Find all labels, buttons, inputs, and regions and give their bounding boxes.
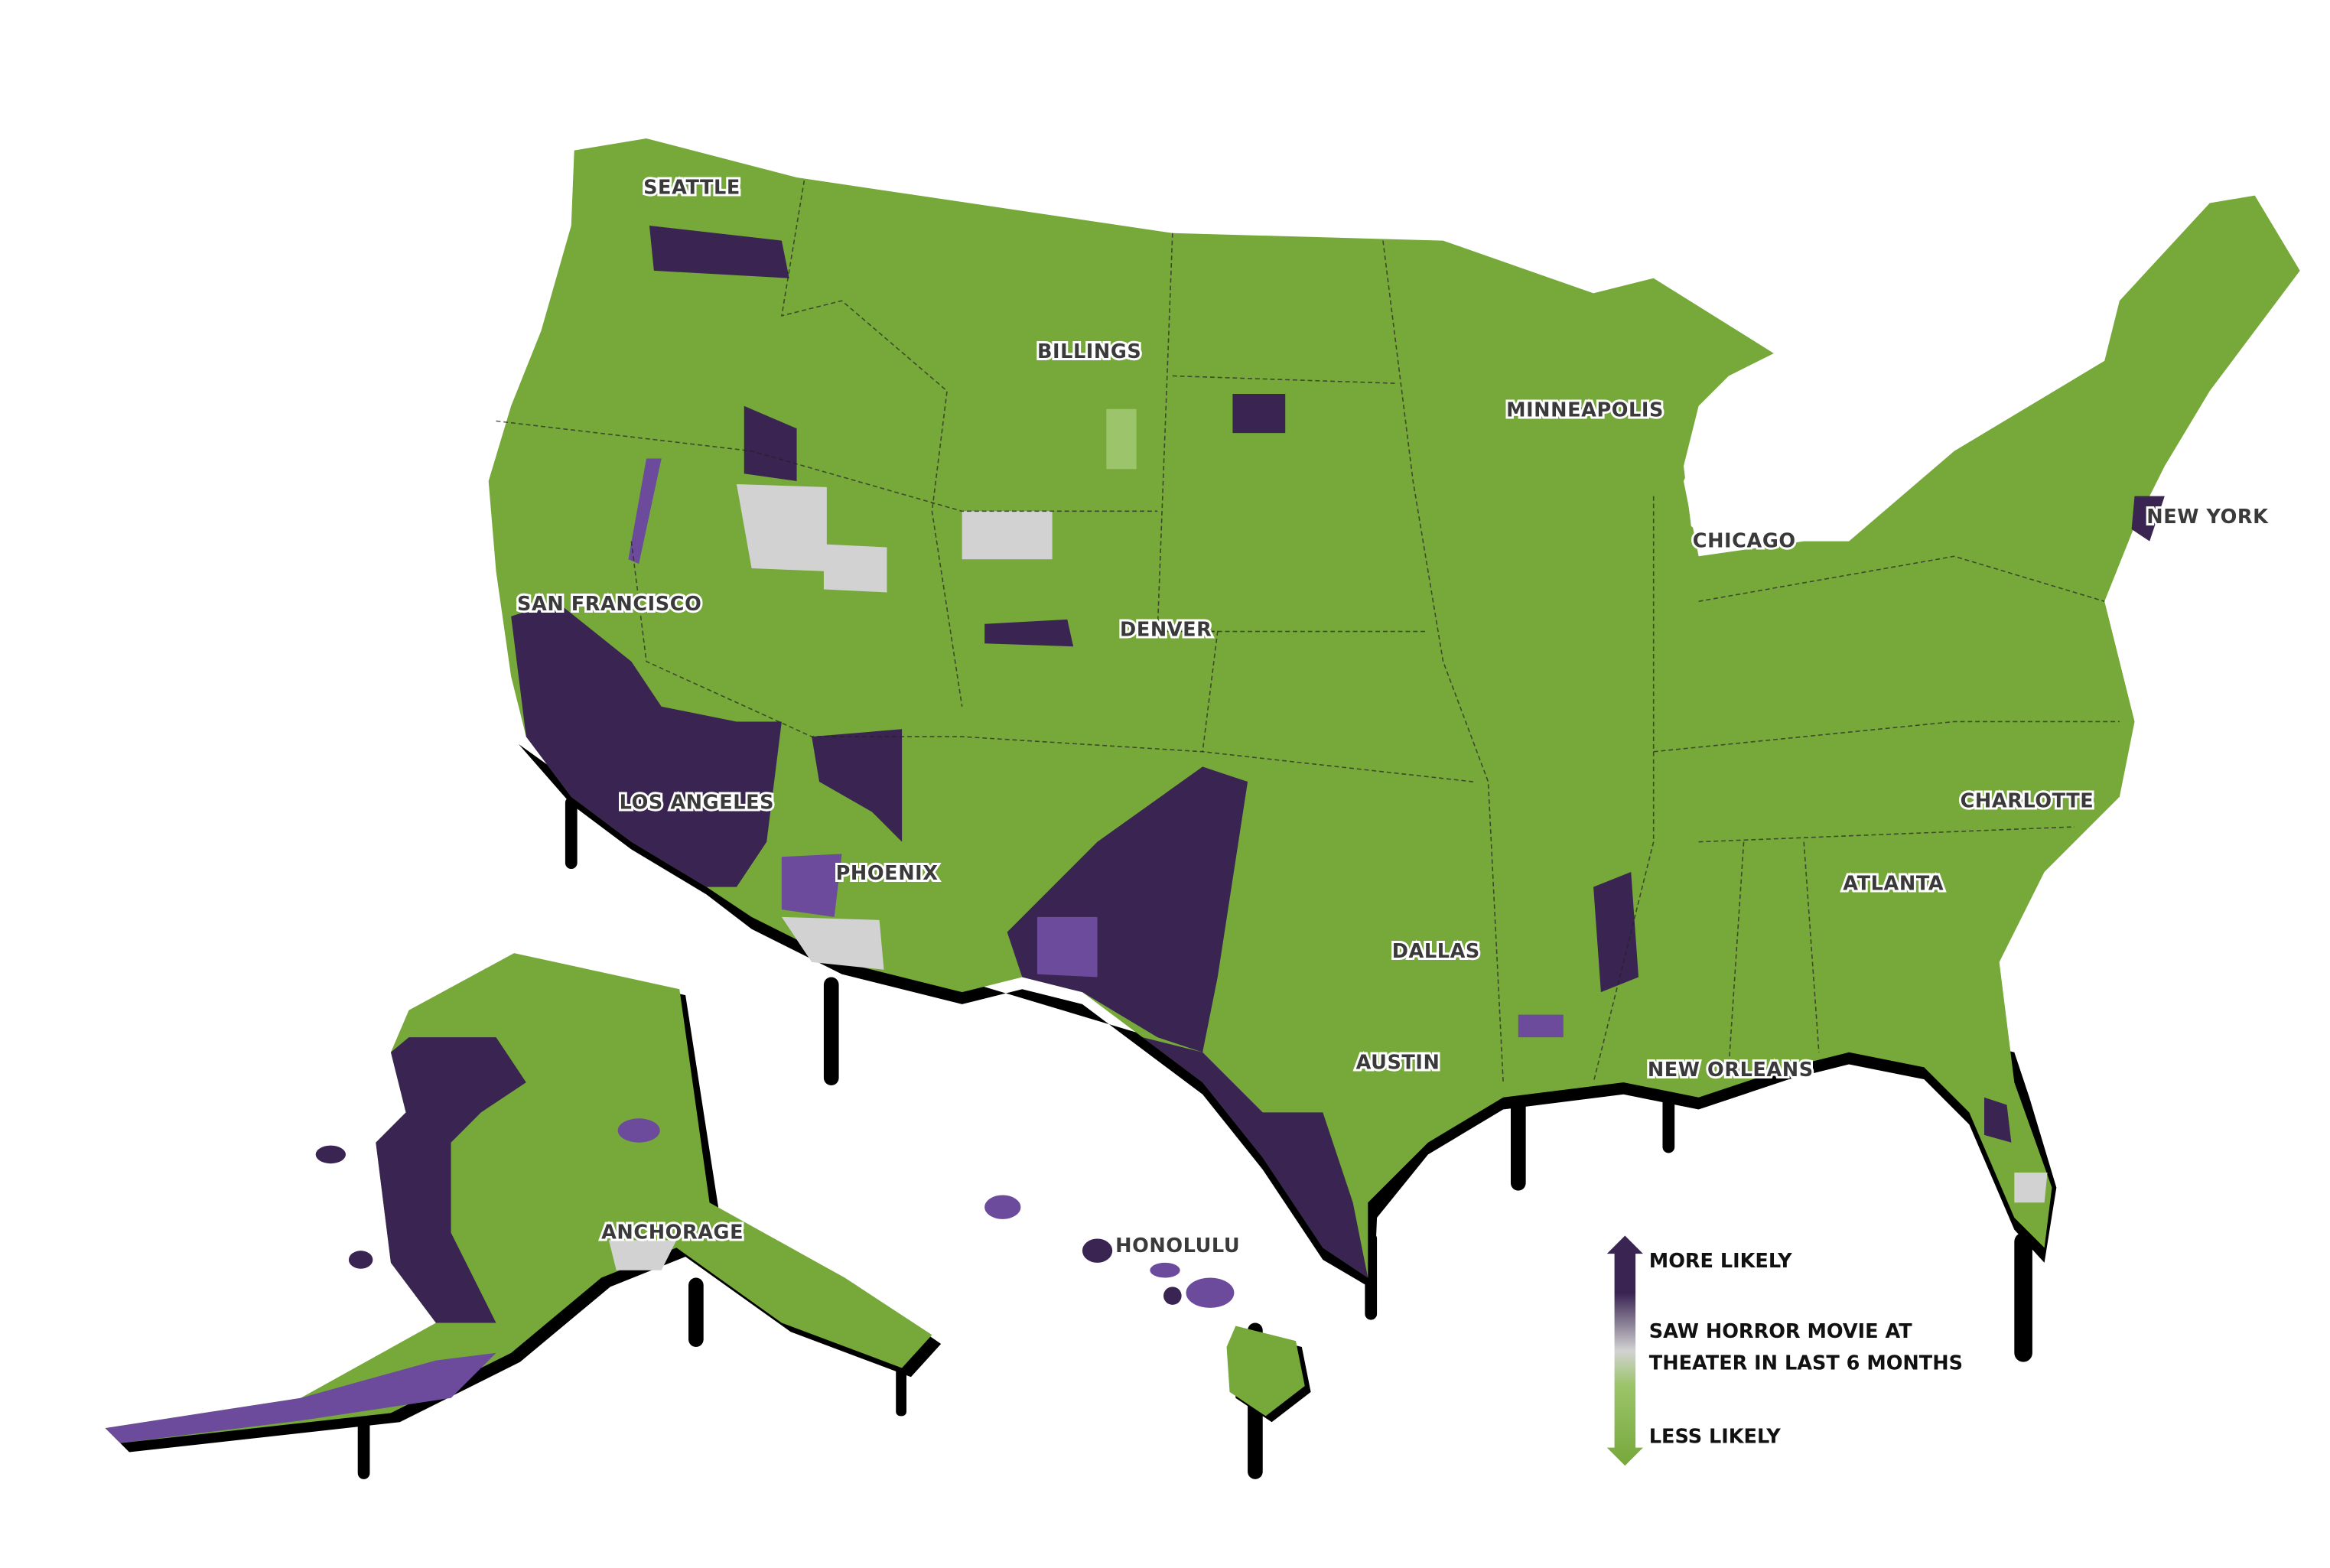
drip — [357, 1413, 370, 1479]
legend-less-likely: LESS LIKELY — [1649, 1426, 1782, 1449]
city-label-charlotte: CHARLOTTE — [1961, 789, 2094, 812]
city-label-denver: DENVER — [1120, 618, 1212, 641]
drip — [2014, 1232, 2032, 1362]
alaska — [105, 953, 942, 1453]
drip — [823, 977, 839, 1086]
city-label-san-francisco: SAN FRANCISCO — [517, 593, 701, 616]
city-label-honolulu: HONOLULU — [1115, 1235, 1240, 1257]
city-label-los-angeles: LOS ANGELES — [620, 791, 774, 814]
contiguous-us — [488, 138, 2300, 1278]
city-label-dallas: DALLAS — [1392, 940, 1480, 963]
city-label-minneapolis: MINNEAPOLIS — [1506, 399, 1664, 422]
legend-title-line1: SAW HORROR MOVIE AT — [1649, 1320, 1912, 1343]
legend-title-line2: THEATER IN LAST 6 MONTHS — [1649, 1352, 1963, 1374]
legend: MORE LIKELY SAW HORROR MOVIE AT THEATER … — [1606, 1235, 1963, 1466]
city-label-austin: AUSTIN — [1356, 1051, 1440, 1074]
hawaii — [984, 1195, 1311, 1423]
legend-more-likely: MORE LIKELY — [1649, 1250, 1792, 1273]
city-label-anchorage: ANCHORAGE — [601, 1221, 744, 1244]
city-label-seattle: SEATTLE — [643, 177, 740, 200]
city-label-phoenix: PHOENIX — [836, 862, 939, 885]
city-label-new-york: NEW YORK — [2146, 506, 2269, 529]
city-labels: SEATTLE BILLINGS MINNEAPOLIS CHICAGO NEW… — [515, 174, 2270, 1260]
city-label-chicago: CHICAGO — [1693, 529, 1796, 552]
drip — [1510, 1097, 1526, 1191]
drip — [1662, 1089, 1675, 1153]
legend-gradient-arrow — [1606, 1235, 1643, 1466]
drip — [565, 796, 578, 870]
drip — [688, 1277, 704, 1347]
city-label-billings: BILLINGS — [1037, 340, 1141, 363]
city-label-atlanta: ATLANTA — [1843, 873, 1944, 896]
city-label-new-orleans: NEW ORLEANS — [1648, 1059, 1814, 1082]
